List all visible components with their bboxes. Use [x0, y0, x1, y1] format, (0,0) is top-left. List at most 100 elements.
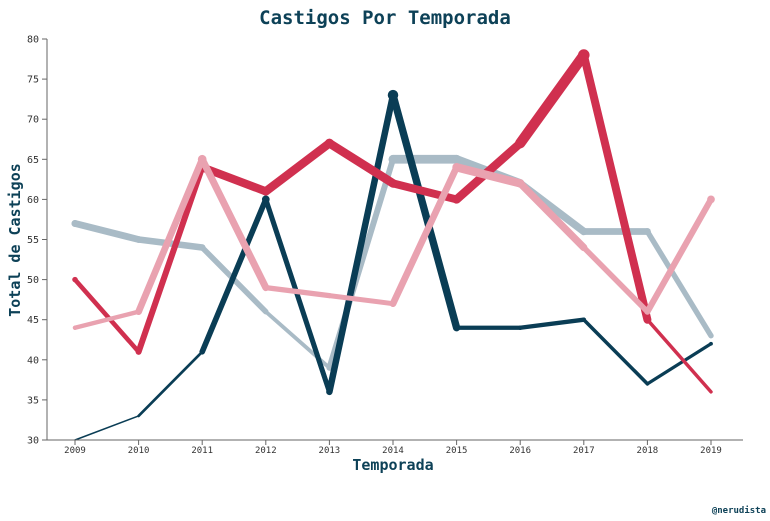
series-segment	[71, 220, 143, 243]
data-point	[452, 195, 461, 204]
series-segment	[135, 155, 206, 316]
data-point	[135, 236, 142, 243]
chart-title: Castigos Por Temporada	[259, 7, 511, 29]
y-tick-label: 45	[27, 315, 39, 326]
y-tick-label: 50	[27, 275, 39, 286]
data-point	[72, 276, 78, 283]
x-tick-label: 2014	[382, 446, 404, 456]
y-tick-label: 65	[27, 155, 39, 166]
series-segment	[389, 163, 460, 308]
data-point	[709, 341, 713, 346]
series-segment	[452, 163, 525, 188]
data-point	[452, 154, 461, 164]
y-tick-label: 30	[27, 436, 39, 447]
series-crimson	[72, 49, 713, 394]
data-point	[137, 415, 140, 417]
series-segment	[72, 309, 141, 330]
data-point	[261, 195, 270, 204]
series-segment	[74, 415, 140, 441]
data-point	[515, 138, 525, 148]
y-tick-label: 70	[27, 115, 39, 126]
series-pink	[72, 154, 715, 330]
x-tick-label: 2013	[319, 446, 341, 456]
data-point	[707, 195, 715, 204]
credit-text: @nerudista	[712, 505, 766, 516]
series-segment	[326, 293, 396, 307]
y-tick-label: 80	[27, 35, 39, 46]
data-point	[643, 228, 651, 235]
data-point	[263, 284, 269, 291]
series-segment	[518, 317, 586, 330]
data-point	[328, 390, 331, 394]
data-point	[709, 333, 713, 338]
data-point	[518, 325, 523, 330]
y-tick-label: 40	[27, 355, 39, 366]
series-segment	[645, 317, 713, 394]
data-point	[454, 325, 459, 330]
x-tick-label: 2011	[191, 446, 213, 456]
data-point	[645, 317, 650, 322]
series-segment	[579, 51, 652, 324]
data-point	[324, 138, 334, 148]
data-point	[645, 309, 650, 315]
series-segment	[516, 179, 588, 252]
data-point	[580, 244, 587, 251]
data-point	[709, 390, 713, 394]
series-segment	[645, 342, 713, 386]
data-point	[263, 309, 269, 315]
series-segment	[199, 196, 269, 355]
series-segment	[644, 196, 715, 315]
x-tick-label: 2019	[700, 446, 722, 456]
series-segment	[326, 91, 397, 396]
series-segment	[261, 138, 334, 196]
data-point	[581, 317, 587, 322]
y-tick-label: 35	[27, 395, 39, 406]
x-tick-label: 2018	[637, 446, 659, 456]
series-segment	[515, 49, 589, 149]
data-point	[199, 244, 206, 251]
data-point	[387, 89, 399, 101]
series-segment	[325, 138, 398, 188]
series-segment	[263, 285, 332, 299]
data-point	[580, 228, 588, 235]
y-axis-title: Total de Castigos	[6, 163, 24, 317]
series-segment	[198, 155, 270, 292]
series-segment	[198, 163, 270, 196]
series-segment	[582, 317, 650, 386]
series-segment	[137, 350, 204, 418]
series-layer	[71, 49, 715, 441]
y-tick-label: 75	[27, 75, 39, 86]
data-point	[136, 349, 141, 354]
x-tick-label: 2017	[573, 446, 595, 456]
data-point	[200, 349, 204, 354]
axes: 30 35 40 45 50 55 60 65 70 75 80 2009 2010 2011 2012 20…	[27, 35, 743, 456]
y-tick-label: 60	[27, 195, 39, 206]
x-tick-label: 2015	[446, 446, 468, 456]
y-tick-label: 55	[27, 235, 39, 246]
data-point	[327, 366, 331, 370]
data-point	[388, 179, 398, 188]
series-segment	[644, 228, 714, 339]
data-point	[261, 187, 270, 196]
data-point	[72, 325, 78, 330]
data-point	[390, 301, 396, 307]
series-navy	[74, 89, 713, 441]
x-tick-label: 2012	[255, 446, 277, 456]
x-axis-title: Temporada	[352, 456, 433, 474]
series-segment	[581, 244, 651, 315]
x-tick-label: 2009	[64, 446, 86, 456]
data-point	[388, 154, 398, 164]
data-point	[578, 49, 590, 61]
data-point	[646, 382, 649, 386]
data-point	[516, 179, 525, 188]
x-tick-label: 2010	[128, 446, 150, 456]
series-segment	[72, 277, 141, 355]
data-point	[71, 219, 79, 227]
series-segment	[263, 196, 332, 395]
series-segment	[135, 164, 206, 355]
data-point	[452, 163, 461, 172]
series-segment	[389, 91, 461, 332]
data-point	[326, 293, 332, 299]
x-tick-label: 2016	[509, 446, 531, 456]
